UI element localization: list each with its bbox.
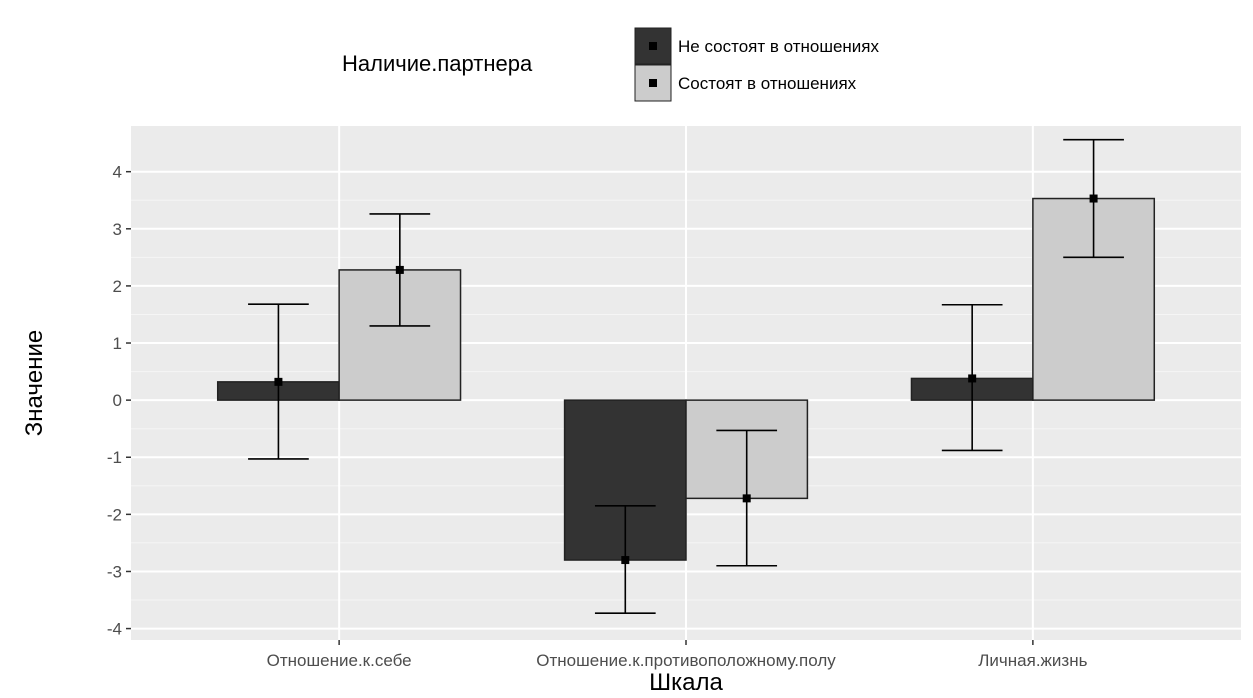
y-tick-label: 4 [113, 163, 122, 182]
y-tick-label: -1 [107, 448, 122, 467]
y-axis: -4 -3 -2 -1 0 1 2 3 4 [107, 163, 131, 639]
y-tick-label: 1 [113, 334, 122, 353]
y-tick-label: -3 [107, 562, 122, 581]
x-axis-title: Шкала [649, 669, 723, 693]
legend: Наличие.партнера Не состоят в отношениях… [342, 27, 880, 102]
legend-title: Наличие.партнера [342, 51, 533, 76]
y-tick-label: 3 [113, 220, 122, 239]
legend-key-point [649, 42, 657, 50]
mean-point [395, 265, 404, 274]
x-axis: Отношение.к.себе Отношение.к.противополож… [267, 640, 1088, 670]
x-tick-label: Отношение.к.себе [267, 651, 412, 670]
y-tick-label: -2 [107, 505, 122, 524]
legend-key-point [649, 79, 657, 87]
y-tick-label: -4 [107, 620, 122, 639]
mean-point [1089, 194, 1098, 203]
legend-label: Состоят в отношениях [678, 74, 857, 93]
mean-point [621, 556, 630, 565]
mean-points [274, 194, 1098, 565]
mean-point [274, 377, 283, 386]
mean-point [742, 494, 751, 503]
legend-label: Не состоят в отношениях [678, 37, 880, 56]
x-tick-label: Отношение.к.противоположному.полу [536, 651, 836, 670]
x-tick-label: Личная.жизнь [978, 651, 1087, 670]
legend-items: Не состоят в отношениях Состоят в отношен… [634, 27, 880, 102]
y-tick-label: 0 [113, 391, 122, 410]
y-tick-label: 2 [113, 277, 122, 296]
mean-point [968, 374, 977, 383]
y-axis-title: Значение [21, 330, 48, 436]
